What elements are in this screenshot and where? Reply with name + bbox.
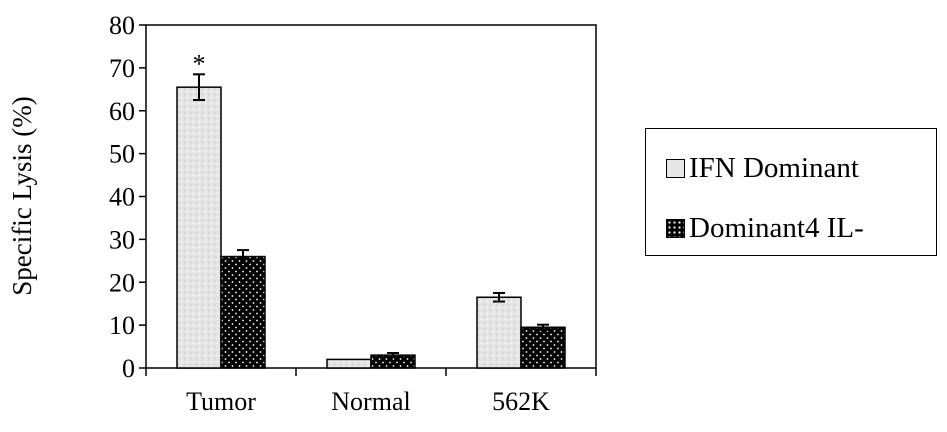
y-tick-label: 50 <box>109 140 135 169</box>
y-tick-label: 30 <box>109 225 135 254</box>
x-axis: Tumor Normal 562K <box>145 368 597 416</box>
bar-series-1-normal <box>326 358 372 369</box>
y-axis: 0 10 20 30 40 50 60 70 80 <box>109 11 146 383</box>
legend-item-series-2: Dominant4 IL- <box>666 211 864 244</box>
bar-series-2-562k <box>520 326 566 369</box>
bar-series-1-562k <box>476 296 522 369</box>
legend-item-series-1: IFN Dominant <box>666 151 859 184</box>
legend-label-series-1: IFN Dominant <box>689 151 859 184</box>
y-tick-label: 10 <box>109 311 135 340</box>
legend-swatch-series-1 <box>666 158 685 178</box>
x-tick-label: Normal <box>331 387 410 416</box>
bar-series-2-tumor <box>220 255 266 369</box>
y-tick-label: 0 <box>122 354 135 383</box>
y-tick-label: 70 <box>109 54 135 83</box>
legend-label-series-2: Dominant4 IL- <box>689 211 864 244</box>
x-tick-label: 562K <box>492 387 550 416</box>
y-tick-label: 40 <box>109 183 135 212</box>
legend-swatch-series-2 <box>666 218 685 238</box>
y-tick-label: 20 <box>109 268 135 297</box>
y-axis-title: Specific Lysis (%) <box>7 96 37 295</box>
y-tick-label: 60 <box>109 97 135 126</box>
annotations-group: * <box>193 49 206 78</box>
bars-group <box>176 73 566 369</box>
legend: IFN Dominant Dominant4 IL- <box>645 128 937 256</box>
bar-series-1-tumor <box>176 86 222 369</box>
y-tick-label: 80 <box>109 11 135 40</box>
significance-asterisk: * <box>193 49 206 78</box>
x-tick-label: Tumor <box>186 387 256 416</box>
